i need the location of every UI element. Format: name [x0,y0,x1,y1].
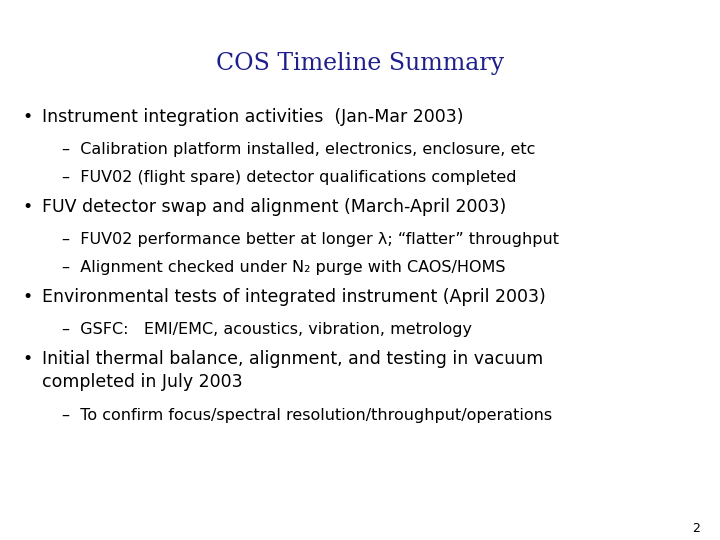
Text: •: • [22,198,32,216]
Text: •: • [22,350,32,368]
Text: –  GSFC:   EMI/EMC, acoustics, vibration, metrology: – GSFC: EMI/EMC, acoustics, vibration, m… [62,322,472,337]
Text: COS Timeline Summary: COS Timeline Summary [216,52,504,75]
Text: Initial thermal balance, alignment, and testing in vacuum
completed in July 2003: Initial thermal balance, alignment, and … [42,350,544,391]
Text: •: • [22,288,32,306]
Text: FUV detector swap and alignment (March-April 2003): FUV detector swap and alignment (March-A… [42,198,506,216]
Text: –  To confirm focus/spectral resolution/throughput/operations: – To confirm focus/spectral resolution/t… [62,408,552,423]
Text: –  FUV02 (flight spare) detector qualifications completed: – FUV02 (flight spare) detector qualific… [62,170,516,185]
Text: •: • [22,108,32,126]
Text: –  FUV02 performance better at longer λ; “flatter” throughput: – FUV02 performance better at longer λ; … [62,232,559,247]
Text: 2: 2 [692,522,700,535]
Text: –  Calibration platform installed, electronics, enclosure, etc: – Calibration platform installed, electr… [62,142,536,157]
Text: –  Alignment checked under N₂ purge with CAOS/HOMS: – Alignment checked under N₂ purge with … [62,260,505,275]
Text: Instrument integration activities  (Jan-Mar 2003): Instrument integration activities (Jan-M… [42,108,464,126]
Text: Environmental tests of integrated instrument (April 2003): Environmental tests of integrated instru… [42,288,546,306]
